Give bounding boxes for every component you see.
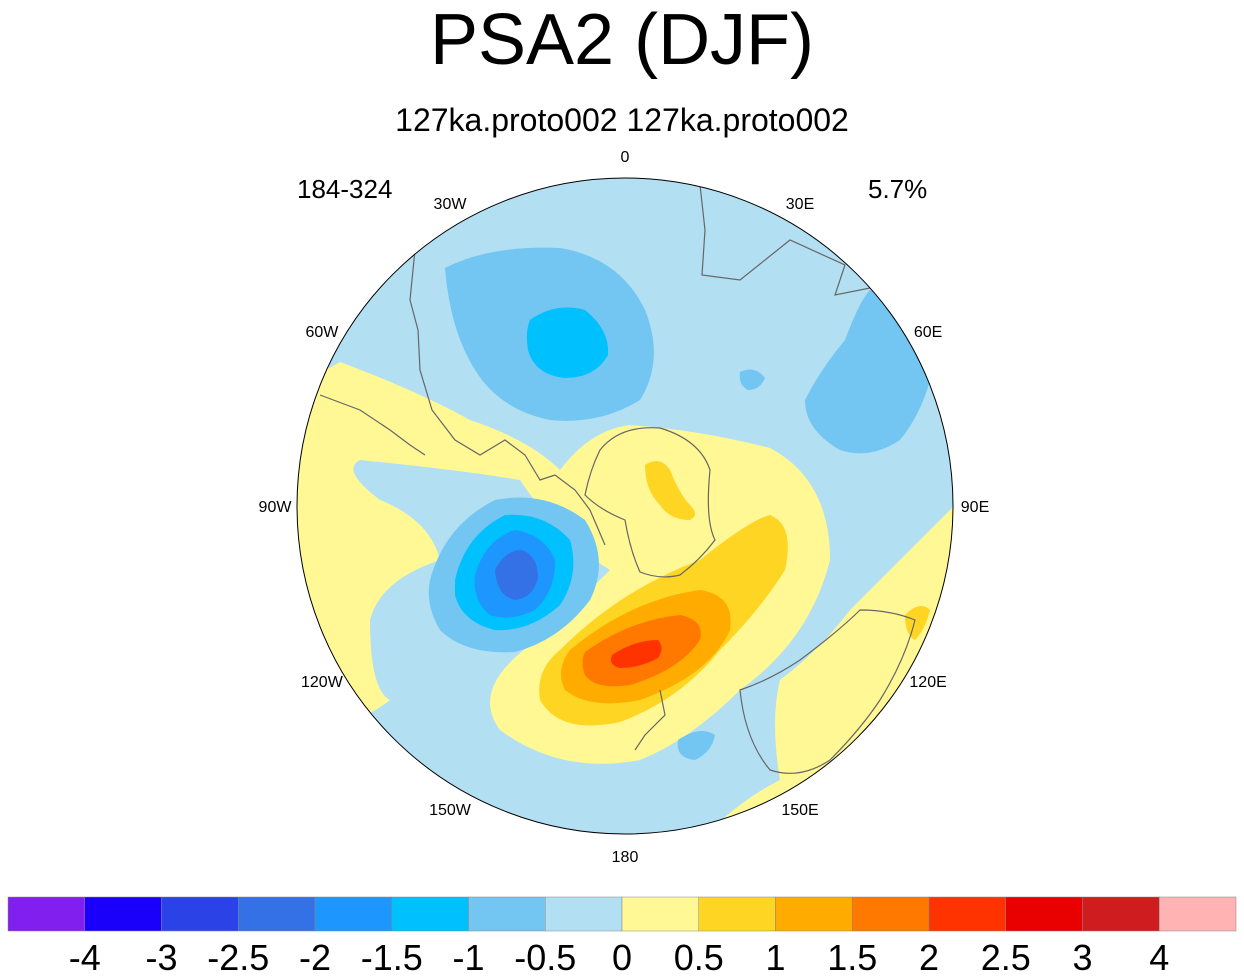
colorbar-label: 3 — [1072, 937, 1092, 977]
left-annotation: 184-324 — [297, 174, 393, 204]
longitude-label: 60E — [914, 324, 942, 341]
map-border — [296, 177, 954, 835]
longitude-label: 90W — [259, 499, 293, 516]
coast-australia — [739, 609, 916, 774]
longitude-label: 120E — [909, 674, 946, 691]
longitude-label: 120W — [301, 674, 344, 691]
colorbar-label: 1.5 — [827, 937, 877, 977]
contour-neg-1-north — [526, 307, 609, 378]
longitude-label: 90E — [961, 499, 989, 516]
colorbar-label: 2 — [919, 937, 939, 977]
colorbar-label: -4 — [69, 937, 101, 977]
colorbar-swatch — [391, 896, 469, 932]
colorbar-label: 1 — [765, 937, 785, 977]
colorbar-label: 0 — [612, 937, 632, 977]
colorbar-swatch — [928, 896, 1006, 932]
longitude-label: 180 — [612, 849, 639, 866]
longitude-label: 150E — [781, 802, 818, 819]
colorbar-swatch — [852, 896, 930, 932]
colorbar-swatch — [314, 896, 392, 932]
coast-antarctica — [584, 427, 716, 578]
coast-antarctic-peninsula — [554, 474, 606, 546]
longitude-label: 150W — [429, 802, 472, 819]
colorbar-label: -1 — [452, 937, 484, 977]
coast-south-america — [409, 249, 556, 481]
colorbar-label: -1.5 — [361, 937, 423, 977]
colorbar-swatch — [1082, 896, 1160, 932]
contour-neg-0-5-south — [677, 731, 715, 760]
contour-neg-2-west — [495, 550, 538, 600]
longitude-labels: 0 30E 60E 90E 120E 150E 180 150W 120W 90W 60W 30W — [259, 149, 990, 866]
plot-title: PSA2 (DJF) — [429, 0, 815, 80]
colorbar-swatch — [545, 896, 623, 932]
coast-central-america — [319, 394, 426, 456]
longitude-label: 0 — [621, 149, 630, 166]
longitude-label: 30E — [786, 196, 814, 213]
colorbar-swatch — [1159, 896, 1237, 932]
contour-pos-1-small — [645, 461, 695, 520]
colorbar-swatch — [468, 896, 546, 932]
colorbar-label: 2.5 — [981, 937, 1031, 977]
right-annotation: 5.7% — [868, 174, 928, 204]
colorbar-swatch — [621, 896, 699, 932]
contour-pos-2-5 — [611, 640, 662, 668]
colorbar-label: -2.5 — [207, 937, 269, 977]
coast-new-zealand — [634, 689, 666, 751]
colorbar-label: -3 — [145, 937, 177, 977]
plot-subtitle: 127ka.proto002 127ka.proto002 — [395, 102, 849, 138]
coastlines — [319, 184, 916, 774]
colorbar-swatch — [698, 896, 776, 932]
colorbar-swatch — [775, 896, 853, 932]
colorbar: -4 -3 -2.5 -2 -1.5 -1 -0.5 0 0.5 1 1.5 2 2.5 3 4 — [7, 896, 1237, 977]
longitude-label: 60W — [305, 324, 339, 341]
contour-neg-0-5-small — [739, 369, 765, 390]
colorbar-label: 0.5 — [674, 937, 724, 977]
coast-africa — [699, 184, 871, 296]
colorbar-label: 4 — [1149, 937, 1169, 977]
colorbar-swatch — [7, 896, 85, 932]
map-disc — [297, 178, 953, 834]
colorbar-swatch — [84, 896, 162, 932]
colorbar-swatch — [161, 896, 239, 932]
colorbar-swatch — [1005, 896, 1083, 932]
colorbar-label: -0.5 — [514, 937, 576, 977]
colorbar-label: -2 — [299, 937, 331, 977]
colorbar-swatch — [238, 896, 316, 932]
longitude-label: 30W — [434, 196, 468, 213]
